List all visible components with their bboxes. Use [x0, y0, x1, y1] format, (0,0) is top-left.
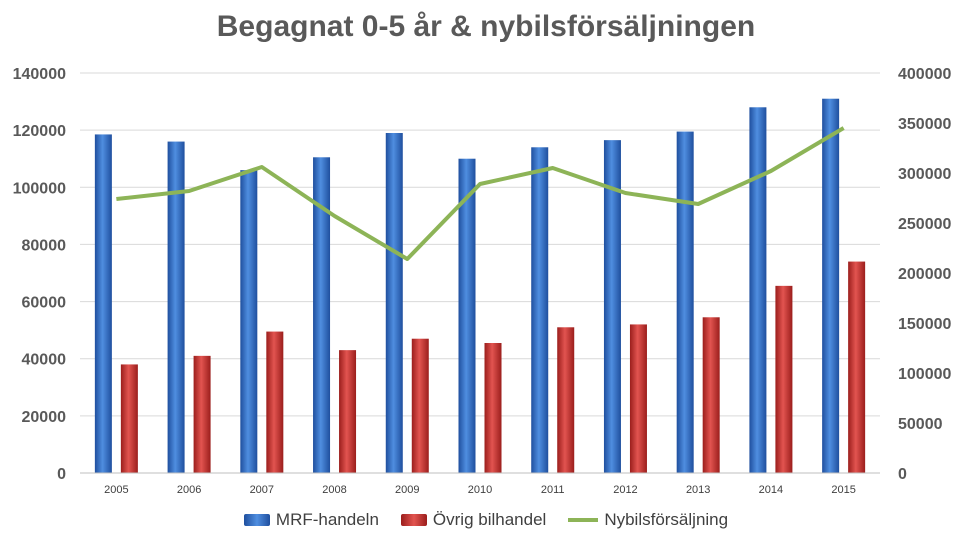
y-right-tick-label: 50000: [898, 416, 943, 433]
y-left-tick-label: 60000: [22, 295, 67, 312]
bar-mrf-handeln: [603, 140, 621, 473]
y-right-tick-label: 200000: [898, 266, 951, 283]
x-tick-label: 2014: [759, 484, 783, 496]
x-tick-label: 2013: [686, 484, 710, 496]
bar-mrf-handeln: [240, 170, 258, 473]
bar-ovrig-bilhandel: [484, 343, 502, 473]
legend-swatch-mrf: [243, 514, 270, 526]
bar-mrf-handeln: [822, 98, 840, 473]
legend-swatch-ovrig: [400, 514, 427, 526]
bar-ovrig-bilhandel: [702, 317, 720, 473]
x-tick-label: 2012: [613, 484, 637, 496]
legend-swatch-nybil: [568, 518, 599, 522]
bar-mrf-handeln: [676, 131, 694, 474]
y-right-tick-label: 100000: [898, 366, 951, 383]
legend-label-nybil: Nybilsförsäljning: [604, 510, 729, 529]
legend-item-nybil: Nybilsförsäljning: [568, 510, 728, 530]
bar-ovrig-bilhandel: [193, 355, 211, 473]
bar-ovrig-bilhandel: [266, 331, 284, 473]
x-tick-label: 2015: [831, 484, 855, 496]
bar-ovrig-bilhandel: [557, 327, 575, 473]
y-left-tick-label: 80000: [22, 237, 67, 254]
bar-ovrig-bilhandel: [120, 364, 138, 473]
y-left-tick-label: 40000: [22, 352, 67, 369]
bar-mrf-handeln: [167, 141, 185, 474]
y-right-tick-label: 300000: [898, 166, 951, 183]
y-right-tick-label: 400000: [898, 66, 951, 83]
bar-mrf-handeln: [385, 133, 403, 473]
bar-ovrig-bilhandel: [775, 285, 793, 473]
x-tick-label: 2010: [468, 484, 492, 496]
bar-ovrig-bilhandel: [411, 338, 429, 473]
bar-mrf-handeln: [313, 157, 331, 474]
y-left-tick-label: 0: [57, 466, 66, 483]
chart-title: Begagnat 0-5 år & nybilsförsäljningen: [216, 10, 756, 43]
y-left-tick-label: 100000: [13, 180, 66, 197]
bar-ovrig-bilhandel: [339, 350, 357, 473]
legend-label-mrf: MRF-handeln: [275, 510, 379, 529]
x-tick-label: 2009: [395, 484, 419, 496]
y-right-tick-label: 250000: [898, 216, 951, 233]
bar-mrf-handeln: [94, 134, 112, 473]
y-left-tick-label: 140000: [13, 66, 66, 83]
x-tick-label: 2007: [250, 484, 274, 496]
bar-ovrig-bilhandel: [629, 324, 647, 473]
y-right-tick-label: 350000: [898, 116, 951, 133]
bar-mrf-handeln: [531, 147, 549, 474]
y-right-tick-label: 0: [898, 466, 907, 483]
x-tick-label: 2008: [322, 484, 346, 496]
y-right-tick-label: 150000: [898, 316, 951, 333]
x-tick-label: 2005: [104, 484, 128, 496]
y-left-tick-label: 120000: [13, 123, 66, 140]
bar-ovrig-bilhandel: [848, 261, 866, 473]
x-tick-label: 2011: [541, 484, 565, 496]
legend: MRF-handeln Övrig bilhandel Nybilsförsäl…: [0, 510, 972, 530]
bar-mrf-handeln: [458, 158, 476, 473]
bar-mrf-handeln: [749, 107, 767, 474]
legend-label-ovrig: Övrig bilhandel: [432, 510, 547, 529]
legend-item-mrf: MRF-handeln: [243, 510, 379, 530]
chart-plot: 0 20000 40000 60000 80000 100000 120000 140000 0…: [13, 66, 952, 496]
legend-item-ovrig: Övrig bilhandel: [400, 510, 547, 530]
y-left-tick-label: 20000: [22, 409, 67, 426]
x-tick-label: 2006: [177, 484, 201, 496]
line-nybilsforsaljning: [116, 126, 845, 261]
